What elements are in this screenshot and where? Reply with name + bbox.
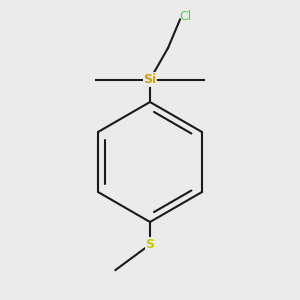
Text: Si: Si — [143, 73, 157, 86]
Text: Cl: Cl — [179, 10, 191, 23]
Text: S: S — [146, 238, 154, 251]
